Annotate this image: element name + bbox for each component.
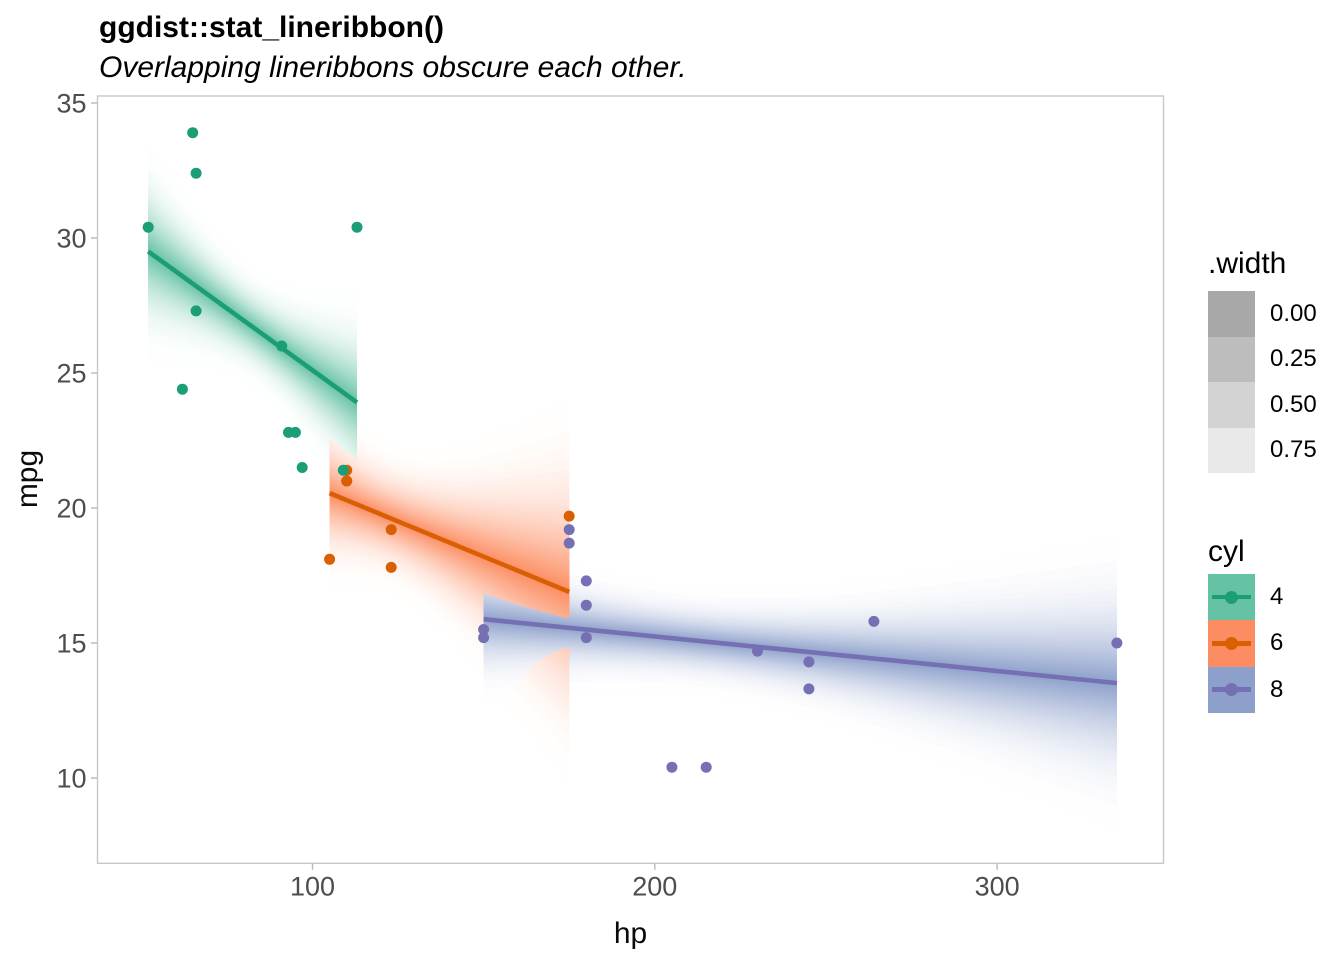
legend-width-label: 0.00 bbox=[1270, 299, 1317, 327]
scatter-point-cyl8 bbox=[563, 537, 575, 549]
plot-subtitle: Overlapping lineribbons obscure each oth… bbox=[99, 51, 687, 84]
cyl-key-swatch bbox=[1208, 666, 1255, 713]
scatter-point-cyl8 bbox=[752, 645, 763, 657]
scatter-point-cyl4 bbox=[296, 462, 308, 473]
scatter-point-cyl6 bbox=[341, 475, 353, 487]
legend-cyl-title: cyl bbox=[1208, 535, 1245, 568]
y-tick-label: 35 bbox=[56, 89, 86, 119]
y-tick-label: 20 bbox=[56, 493, 86, 523]
scatter-point-cyl4 bbox=[351, 221, 363, 233]
width-swatch bbox=[1208, 291, 1255, 337]
scatter-point-cyl4 bbox=[176, 383, 188, 395]
scatter-point-cyl6 bbox=[385, 561, 397, 573]
legend-cyl: cyl 4 6 8 bbox=[1208, 534, 1283, 713]
legend-cyl-label: 6 bbox=[1270, 629, 1284, 657]
x-tick-label: 200 bbox=[632, 871, 677, 901]
cyl-key-swatch bbox=[1208, 574, 1255, 621]
legend-width-item-0.00: 0.00 bbox=[1208, 291, 1317, 337]
legend-cyl-item-6: 6 bbox=[1208, 620, 1284, 667]
regression-line-cyl8 bbox=[483, 616, 1118, 686]
scatter-point-cyl8 bbox=[580, 599, 592, 611]
y-axis-title: mpg bbox=[11, 449, 44, 509]
scatter-point-cyl8 bbox=[478, 632, 490, 644]
legend-cyl-item-4: 4 bbox=[1208, 574, 1284, 621]
scatter-point-cyl8 bbox=[700, 761, 712, 773]
width-swatch bbox=[1208, 427, 1255, 473]
panel-border bbox=[96, 95, 1165, 864]
regression-line-cyl6 bbox=[328, 491, 571, 595]
legend-width-label: 0.75 bbox=[1270, 436, 1317, 464]
scatter-point-cyl4 bbox=[276, 340, 288, 352]
x-tick-label: 300 bbox=[975, 871, 1020, 901]
legend-cyl-label: 8 bbox=[1270, 675, 1284, 703]
legend-cyl-keys: 4 6 8 bbox=[1208, 574, 1283, 713]
scatter-point-cyl6 bbox=[563, 510, 575, 522]
scatter-point-cyl6 bbox=[385, 524, 397, 536]
legend-width-item-0.50: 0.50 bbox=[1208, 382, 1317, 428]
scatter-point-cyl8 bbox=[1111, 637, 1123, 649]
y-tick-label: 15 bbox=[56, 628, 86, 658]
scatter-point-cyl4 bbox=[187, 127, 199, 139]
x-axis-title: hp bbox=[613, 917, 648, 950]
scatter-point-cyl4 bbox=[337, 464, 349, 476]
legend-width-label: 0.50 bbox=[1270, 390, 1317, 418]
legend-width-title: .width bbox=[1208, 247, 1287, 280]
scatter-point-cyl4 bbox=[289, 426, 301, 438]
regression-line-cyl4 bbox=[146, 249, 359, 405]
legend-width-label: 0.25 bbox=[1270, 345, 1317, 373]
scatter-point-cyl4 bbox=[190, 167, 202, 179]
scatter-point-cyl8 bbox=[803, 656, 815, 668]
legend-cyl-label: 4 bbox=[1270, 583, 1284, 611]
scatter-point-cyl8 bbox=[666, 761, 678, 773]
plot-title: ggdist::stat_lineribbon() bbox=[99, 11, 444, 44]
scatter-point-cyl8 bbox=[580, 575, 592, 587]
legend-cyl-item-8: 8 bbox=[1208, 666, 1284, 713]
scatter-point-cyl4 bbox=[190, 305, 202, 317]
legend-width-item-0.75: 0.75 bbox=[1208, 427, 1317, 473]
legend-width: .width 0.00 0.25 0.50 0.75 bbox=[1208, 246, 1317, 473]
x-tick-label: 100 bbox=[290, 871, 335, 901]
y-tick-label: 25 bbox=[56, 359, 86, 389]
scatter-point-cyl8 bbox=[478, 624, 490, 635]
legend-width-keys: 0.00 0.25 0.50 0.75 bbox=[1208, 291, 1317, 473]
legend-width-item-0.25: 0.25 bbox=[1208, 336, 1317, 382]
y-tick-label: 30 bbox=[56, 224, 86, 254]
cyl-key-point-icon bbox=[1225, 683, 1238, 697]
scatter-point-cyl4 bbox=[142, 221, 154, 233]
y-tick-label: 10 bbox=[56, 763, 86, 793]
cyl-key-swatch bbox=[1208, 620, 1255, 667]
cyl-key-point-icon bbox=[1225, 636, 1238, 650]
scatter-point-cyl8 bbox=[580, 632, 592, 644]
width-swatch bbox=[1208, 382, 1255, 428]
scatter-point-cyl6 bbox=[324, 553, 336, 565]
scatter-point-cyl8 bbox=[803, 683, 815, 695]
scatter-point-cyl8 bbox=[868, 615, 880, 627]
width-swatch bbox=[1208, 336, 1255, 382]
scatter-point-cyl8 bbox=[563, 524, 575, 536]
cyl-key-point-icon bbox=[1225, 590, 1238, 604]
